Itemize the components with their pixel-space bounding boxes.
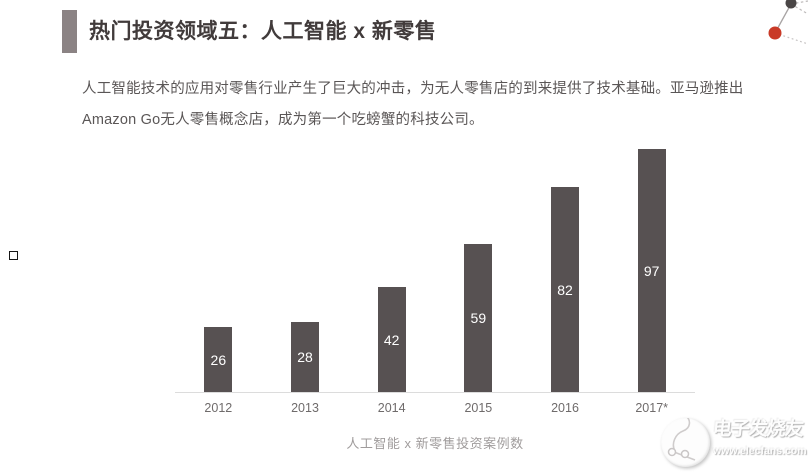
- bar-value-label: 82: [557, 281, 573, 298]
- plot-area: 26 28 42 59 82 97: [175, 149, 695, 393]
- x-tick-label: 2016: [551, 401, 579, 415]
- x-tick-label: 2014: [377, 401, 406, 415]
- title-accent-bar: [62, 10, 77, 53]
- page-title: 热门投资领域五：人工智能 x 新零售: [89, 20, 437, 43]
- bar-column: 42: [348, 287, 435, 392]
- x-tick-label: 2012: [204, 401, 233, 415]
- bar-2015: 59: [464, 244, 493, 392]
- x-tick-label: 2017*: [635, 401, 669, 415]
- watermark-url: www.elecfans.com: [713, 445, 807, 457]
- bar-2014: 42: [377, 287, 406, 392]
- watermark-brand: 电子发烧友: [711, 419, 804, 440]
- network-node-dark: [785, 0, 797, 9]
- bar-value-label: 28: [297, 349, 313, 365]
- elecfans-watermark: 电子发烧友 www.elecfans.com: [661, 411, 807, 467]
- bar-chart: 26 28 42 59 82 97 2012 2013 2014 2015 2016 2017* 人…: [175, 149, 695, 452]
- elecfans-logo-icon: [661, 415, 710, 467]
- bar-2013: 28: [291, 322, 319, 392]
- bar-column: 97: [608, 149, 695, 392]
- chart-caption: 人工智能 x 新零售投资案例数: [346, 436, 524, 451]
- network-node-red: [768, 26, 782, 40]
- bar-value-label: 97: [643, 262, 660, 279]
- bar-2012: 26: [204, 327, 233, 392]
- bar-column: 28: [262, 322, 349, 392]
- x-axis-ticks: 2012 2013 2014 2015 2016 2017*: [175, 393, 695, 415]
- header: 热门投资领域五：人工智能 x 新零售: [62, 10, 436, 53]
- x-tick-label: 2013: [291, 401, 319, 415]
- hollow-square-bullet: [9, 251, 18, 260]
- bar-column: 59: [435, 244, 522, 392]
- bar-2016: 82: [551, 187, 580, 392]
- bar-value-label: 59: [470, 310, 487, 326]
- bar-value-label: 26: [210, 351, 227, 368]
- bar-2017*: 97: [637, 149, 666, 392]
- bar-value-label: 42: [383, 331, 400, 348]
- watermark-text: 电子发烧友 www.elecfans.com: [711, 414, 807, 457]
- bar-column: 82: [522, 187, 609, 392]
- bar-column: 26: [175, 327, 262, 392]
- intro-paragraph: 人工智能技术的应用对零售行业产生了巨大的冲击，为无人零售店的到来提供了技术基础。…: [82, 81, 744, 128]
- network-nodes-decoration: [768, 0, 808, 45]
- x-tick-label: 2015: [464, 401, 493, 415]
